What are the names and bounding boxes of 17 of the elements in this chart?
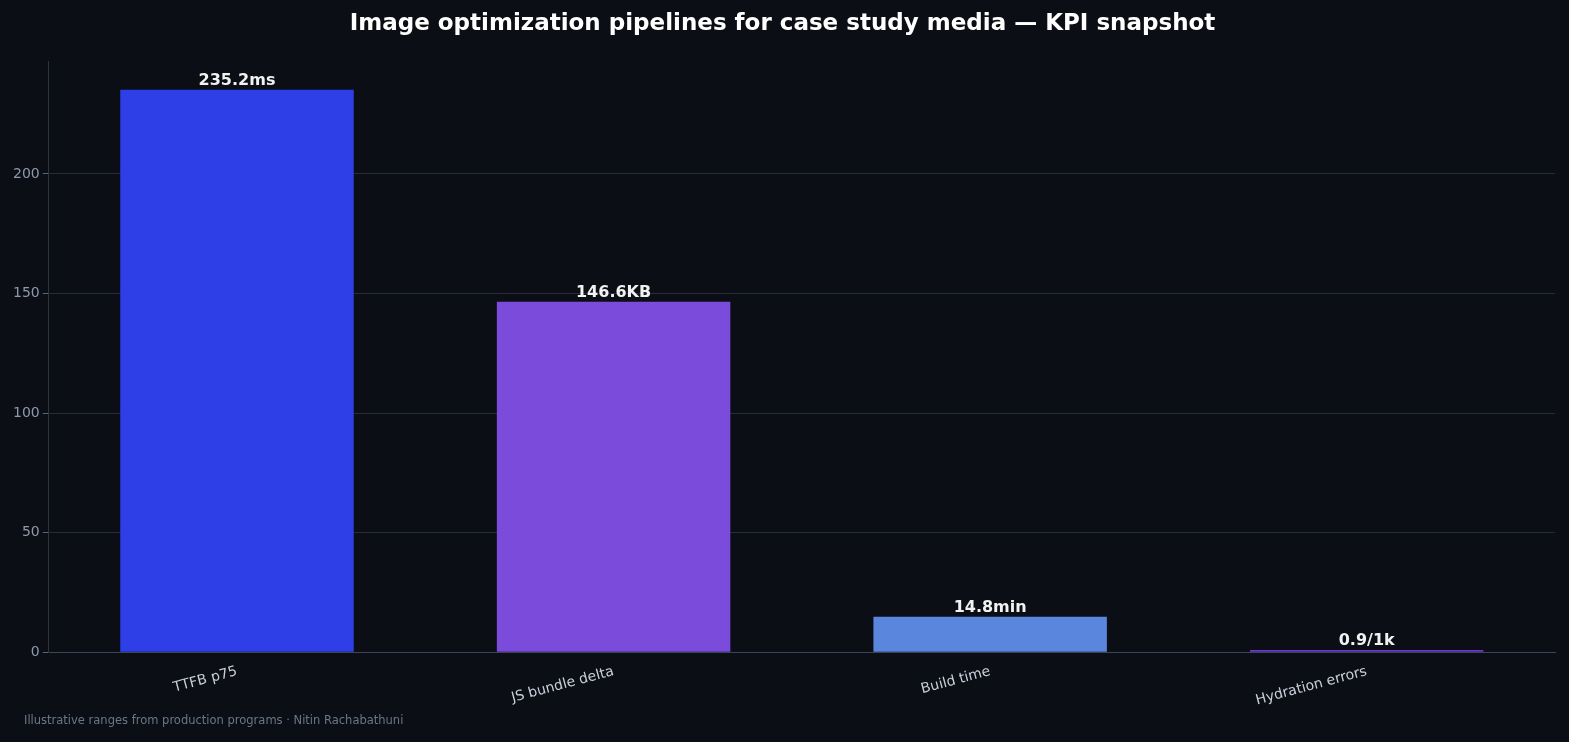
x-tick-label: TTFB p75 (170, 662, 239, 695)
y-tick-label: 150 (12, 284, 40, 301)
y-tick-label: 0 (30, 642, 40, 659)
bar (496, 301, 731, 652)
bar (120, 89, 354, 652)
data-label: 146.6KB (575, 281, 652, 301)
y-tick-label: 200 (12, 164, 40, 181)
x-tick-label: Build time (918, 662, 992, 697)
bar (873, 616, 1107, 652)
chart-title: Image optimization pipelines for case study media — KPI snapshot (349, 8, 1216, 35)
y-tick-label: 50 (21, 523, 40, 540)
data-label: 235.2ms (198, 69, 276, 89)
text: Illustrative ranges from production programs · Nitin Rachabathuni (24, 713, 404, 727)
data-label: 14.8min (953, 596, 1027, 616)
x-tick-label: JS bundle delta (508, 662, 616, 706)
data-label: 0.9/1k (1338, 630, 1396, 650)
y-tick-label: 100 (12, 403, 40, 420)
